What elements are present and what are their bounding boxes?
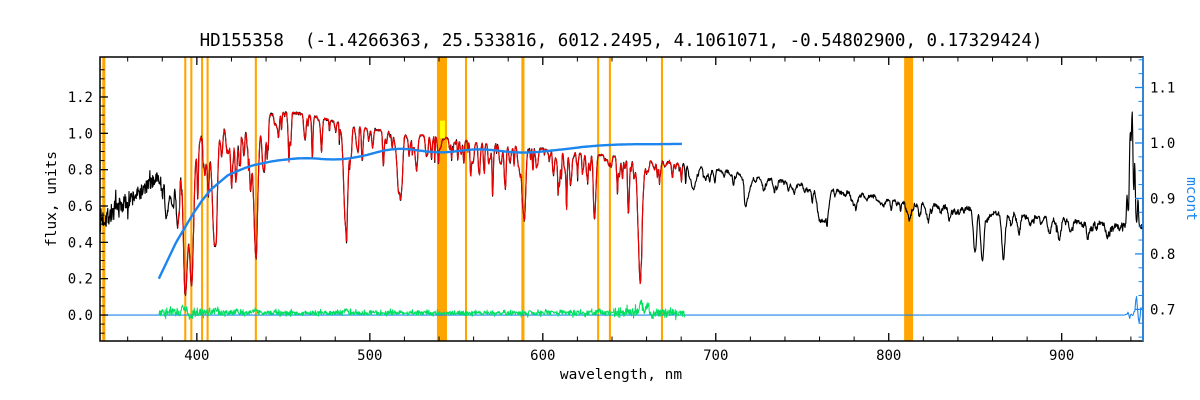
wavelength-marker-band (184, 57, 187, 341)
residual-series (158, 299, 685, 321)
y-left-tick-label: 1.2 (68, 90, 93, 106)
wavelength-marker-band (254, 57, 257, 341)
y-right-tick-label: 1.0 (1150, 136, 1175, 152)
x-axis-label: wavelength, nm (560, 367, 682, 383)
y-right-tick-label: 0.8 (1150, 247, 1175, 263)
marker-band-layer (102, 57, 914, 341)
y-right-tick-label: 0.9 (1150, 191, 1175, 207)
y-axis-label-right: mcont (1183, 177, 1199, 221)
x-tick-label: 400 (184, 348, 209, 364)
x-tick-label: 900 (1049, 348, 1074, 364)
y-axis-label-left: flux, units (44, 151, 60, 247)
zero-line (100, 296, 1143, 324)
y-left-tick-label: 0.2 (68, 272, 93, 288)
x-tick-label: 700 (703, 348, 728, 364)
x-tick-label: 800 (876, 348, 901, 364)
series-layer (100, 111, 1143, 324)
y-left-tick-label: 0.4 (68, 235, 93, 251)
wavelength-marker-band (521, 57, 525, 341)
wavelength-marker-band (436, 57, 447, 341)
axes-layer: 400 500 600 700 800 900 0.0 0.2 0.4 0.6 0.8 1.0 1.2 0… (68, 56, 1175, 364)
wavelength-marker-band (660, 57, 664, 341)
y-left-tick-label: 0.8 (68, 163, 93, 179)
plot-title: HD155358 (-1.4266363, 25.533816, 6012.24… (200, 31, 1043, 51)
wavelength-marker-band (608, 57, 611, 341)
model-spectrum-series (177, 111, 684, 295)
continuum-series (157, 142, 682, 280)
wavelength-marker-band (464, 57, 468, 341)
y-right-tick-label: 1.1 (1150, 81, 1175, 97)
wavelength-marker-band (190, 57, 193, 341)
wavelength-marker-band (102, 57, 106, 341)
y-left-tick-label: 0.6 (68, 199, 93, 215)
x-tick-label: 500 (357, 348, 382, 364)
y-right-tick-label: 0.7 (1150, 302, 1175, 318)
fit-point-marker (440, 120, 445, 139)
x-tick-label: 600 (530, 348, 555, 364)
wavelength-marker-band (206, 57, 209, 341)
y-left-tick-label: 0.0 (68, 308, 93, 324)
wavelength-marker-band (597, 57, 600, 341)
y-left-tick-label: 1.0 (68, 126, 93, 142)
wavelength-marker-band (904, 57, 914, 341)
